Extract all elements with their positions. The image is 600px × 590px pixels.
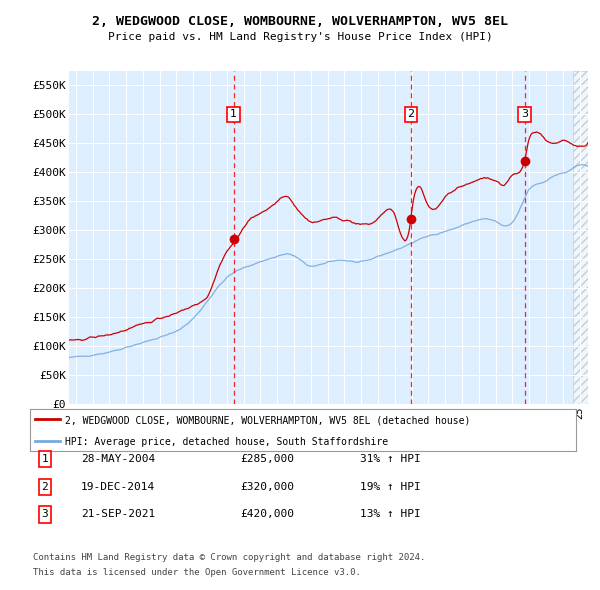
Text: Price paid vs. HM Land Registry's House Price Index (HPI): Price paid vs. HM Land Registry's House … <box>107 32 493 42</box>
Bar <box>572 71 600 404</box>
Text: 2: 2 <box>407 109 415 119</box>
Text: 3: 3 <box>521 109 528 119</box>
Text: 1: 1 <box>230 109 237 119</box>
Text: £285,000: £285,000 <box>240 454 294 464</box>
Text: This data is licensed under the Open Government Licence v3.0.: This data is licensed under the Open Gov… <box>33 568 361 577</box>
Text: 13% ↑ HPI: 13% ↑ HPI <box>360 510 421 519</box>
Text: 31% ↑ HPI: 31% ↑ HPI <box>360 454 421 464</box>
Bar <box>572 71 600 404</box>
Text: Contains HM Land Registry data © Crown copyright and database right 2024.: Contains HM Land Registry data © Crown c… <box>33 553 425 562</box>
Text: 1: 1 <box>41 454 49 464</box>
Text: £420,000: £420,000 <box>240 510 294 519</box>
Text: 2, WEDGWOOD CLOSE, WOMBOURNE, WOLVERHAMPTON, WV5 8EL (detached house): 2, WEDGWOOD CLOSE, WOMBOURNE, WOLVERHAMP… <box>65 416 471 426</box>
Text: HPI: Average price, detached house, South Staffordshire: HPI: Average price, detached house, Sout… <box>65 437 389 447</box>
Text: £320,000: £320,000 <box>240 482 294 491</box>
Text: 2: 2 <box>41 482 49 491</box>
Text: 3: 3 <box>41 510 49 519</box>
Text: 2, WEDGWOOD CLOSE, WOMBOURNE, WOLVERHAMPTON, WV5 8EL: 2, WEDGWOOD CLOSE, WOMBOURNE, WOLVERHAMP… <box>92 15 508 28</box>
Text: 21-SEP-2021: 21-SEP-2021 <box>81 510 155 519</box>
Text: 28-MAY-2004: 28-MAY-2004 <box>81 454 155 464</box>
Text: 19-DEC-2014: 19-DEC-2014 <box>81 482 155 491</box>
Text: 19% ↑ HPI: 19% ↑ HPI <box>360 482 421 491</box>
